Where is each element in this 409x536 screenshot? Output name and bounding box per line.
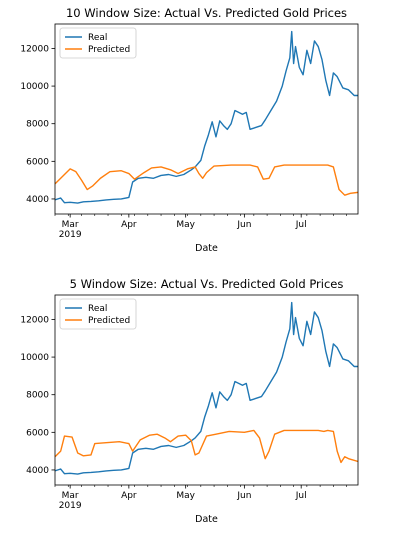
x-tick-label: May [176, 220, 195, 230]
x-tick-label: Mar [62, 220, 79, 230]
legend-label-predicted: Predicted [88, 45, 130, 55]
legend-label-predicted: Predicted [88, 316, 130, 326]
x-tick-sublabel: 2019 [59, 501, 82, 511]
legend-label-real: Real [88, 304, 107, 314]
y-tick-label: 10000 [20, 82, 49, 92]
chart-2: 5 Window Size: Actual Vs. Predicted Gold… [20, 277, 359, 525]
legend-box [59, 298, 137, 330]
y-tick-label: 4000 [26, 195, 49, 205]
x-tick-label: May [176, 491, 195, 501]
plot-frame [54, 294, 359, 486]
y-tick-label: 8000 [26, 391, 49, 401]
x-tick-label: Mar [62, 491, 79, 501]
series-line-real [55, 30, 358, 204]
x-tick-sublabel: 2019 [59, 230, 82, 240]
series-line-real [55, 301, 358, 475]
y-tick-label: 6000 [26, 157, 49, 167]
y-tick-label: 12000 [20, 315, 49, 325]
y-tick-label: 12000 [20, 44, 49, 54]
y-tick-label: 8000 [26, 120, 49, 130]
y-tick-label: 4000 [26, 466, 49, 476]
x-tick-label: Jul [295, 491, 307, 501]
legend: Real Predicted [59, 298, 137, 330]
series-line-predicted [55, 429, 358, 464]
x-axis-label: Date [195, 243, 218, 254]
x-tick-label: Apr [121, 491, 137, 501]
legend-label-real: Real [88, 33, 107, 43]
legend-box [59, 27, 137, 59]
chart-title: 10 Window Size: Actual Vs. Predicted Gol… [66, 6, 347, 20]
plot-frame [54, 23, 359, 215]
x-tick-label: Jun [236, 491, 251, 501]
series-line-predicted [55, 164, 358, 196]
chart-title: 5 Window Size: Actual Vs. Predicted Gold… [70, 277, 344, 291]
y-tick-label: 10000 [20, 353, 49, 363]
legend: Real Predicted [59, 27, 137, 59]
x-axis-label: Date [195, 514, 218, 525]
x-tick-label: Apr [121, 220, 137, 230]
chart-1: 10 Window Size: Actual Vs. Predicted Gol… [20, 6, 359, 254]
x-tick-label: Jun [236, 220, 251, 230]
x-tick-label: Jul [295, 220, 307, 230]
y-tick-label: 6000 [26, 428, 49, 438]
